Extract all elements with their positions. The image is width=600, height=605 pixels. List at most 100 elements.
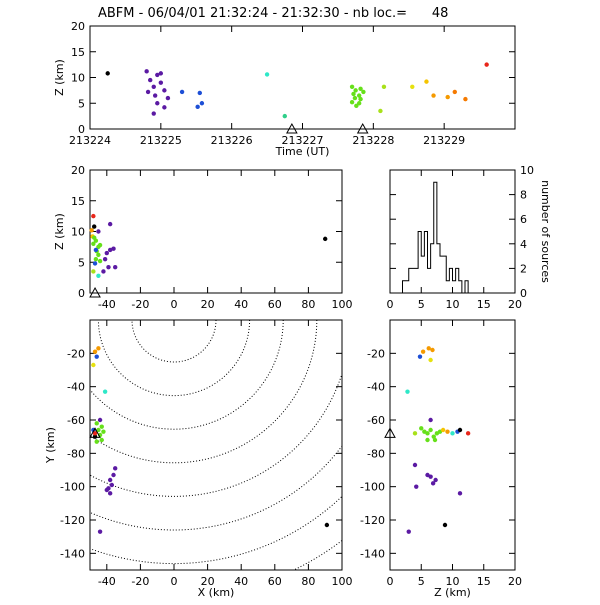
x-tick-label: 15 <box>477 298 491 311</box>
source-point <box>463 96 468 102</box>
x-tick-label: 213229 <box>423 134 465 147</box>
source-point <box>349 84 355 89</box>
range-rings <box>90 320 342 570</box>
source-point <box>92 261 98 266</box>
x-tick-label: -40 <box>98 575 116 588</box>
y-tick-label: -40 <box>367 381 385 394</box>
source-point <box>155 101 160 106</box>
source-point <box>94 421 99 426</box>
source-point <box>96 346 101 351</box>
source-point <box>378 108 383 114</box>
source-point <box>107 491 113 496</box>
source-point <box>145 89 151 95</box>
y-tick-label: 5 <box>78 97 85 110</box>
source-point <box>356 93 362 98</box>
x-tick-label: 20 <box>508 298 522 311</box>
source-point <box>445 94 450 100</box>
source-point <box>465 431 471 436</box>
figure-title: ABFM - 06/04/01 21:32:24 - 21:32:30 - nb… <box>98 6 448 21</box>
source-point <box>91 269 96 274</box>
y-tick-label: 8 <box>520 189 527 202</box>
y-tick-label: -100 <box>60 481 85 494</box>
x-tick-label: 213224 <box>69 134 111 147</box>
source-point <box>179 89 185 95</box>
source-point <box>410 84 415 89</box>
y-tick-label: -80 <box>367 447 385 460</box>
source-point <box>91 241 96 246</box>
y-tick-label: -100 <box>360 481 385 494</box>
source-point <box>158 80 164 85</box>
y-axis-label: Y (km) <box>44 427 57 464</box>
source-point <box>155 72 160 78</box>
source-point <box>104 487 110 493</box>
source-point <box>351 91 356 97</box>
source-point <box>428 357 433 363</box>
source-point <box>107 221 113 227</box>
range-ring <box>90 320 284 430</box>
y-tick-label: -120 <box>360 514 385 527</box>
x-tick-label: 10 <box>446 575 460 588</box>
source-point <box>104 250 110 256</box>
source-point <box>96 273 101 278</box>
x-tick-label: 60 <box>268 575 282 588</box>
source-point <box>414 484 419 489</box>
panel-z-y: 0 5 10 15 20 -140 -120 -100 -80 -60 -40 -20 Z (km) <box>360 319 522 599</box>
x-tick-label: 5 <box>418 298 425 311</box>
source-point <box>417 354 423 359</box>
source-point <box>99 424 104 429</box>
source-point <box>96 229 101 234</box>
range-ring <box>90 371 342 497</box>
source-point <box>412 462 418 468</box>
source-point <box>106 264 111 270</box>
x-tick-label: 20 <box>508 575 522 588</box>
source-point <box>428 427 433 433</box>
panel-x-z: -40 -20 0 20 40 60 80 100 0 5 10 15 20 Z (km) <box>53 164 353 311</box>
source-point <box>484 62 489 67</box>
source-point <box>105 71 110 76</box>
y-tick-label: 6 <box>520 213 527 226</box>
source-point <box>92 349 98 354</box>
source-point <box>412 431 418 436</box>
source-point <box>381 84 387 89</box>
source-point <box>91 362 96 368</box>
source-point <box>324 522 330 528</box>
y-tick-label: -140 <box>60 547 85 560</box>
x-tick-label: 40 <box>234 298 248 311</box>
source-point <box>457 491 463 496</box>
y-tick-label: -60 <box>367 414 385 427</box>
source-point <box>96 252 101 258</box>
y-tick-label: -20 <box>367 347 385 360</box>
station-marker <box>89 286 101 298</box>
source-point <box>431 93 436 98</box>
station-marker <box>89 427 101 438</box>
x-axis-label: Time (UT) <box>275 145 330 158</box>
plot-frame <box>89 319 343 571</box>
x-tick-label: 0 <box>171 298 178 311</box>
source-point <box>92 431 98 436</box>
source-point <box>430 481 436 486</box>
source-point <box>358 86 363 92</box>
x-tick-label: -20 <box>131 298 149 311</box>
y-tick-label: 2 <box>520 262 527 275</box>
source-point <box>432 437 438 443</box>
source-point <box>282 113 287 119</box>
source-point <box>111 246 116 251</box>
source-point <box>151 111 156 116</box>
source-point <box>264 72 270 77</box>
y-tick-label: -120 <box>60 514 85 527</box>
source-point <box>406 529 411 534</box>
x-tick-label: 100 <box>332 575 353 588</box>
source-point <box>162 105 167 110</box>
station-marker <box>384 427 396 438</box>
y-tick-label: 0 <box>78 123 85 136</box>
source-point <box>109 482 115 488</box>
y-axis-label: number of sources <box>539 180 552 283</box>
source-point <box>152 93 158 98</box>
source-point <box>199 101 205 106</box>
source-point <box>101 429 106 434</box>
source-point <box>431 434 436 439</box>
source-point <box>425 437 430 443</box>
source-point <box>99 437 104 443</box>
source-point <box>93 238 99 243</box>
